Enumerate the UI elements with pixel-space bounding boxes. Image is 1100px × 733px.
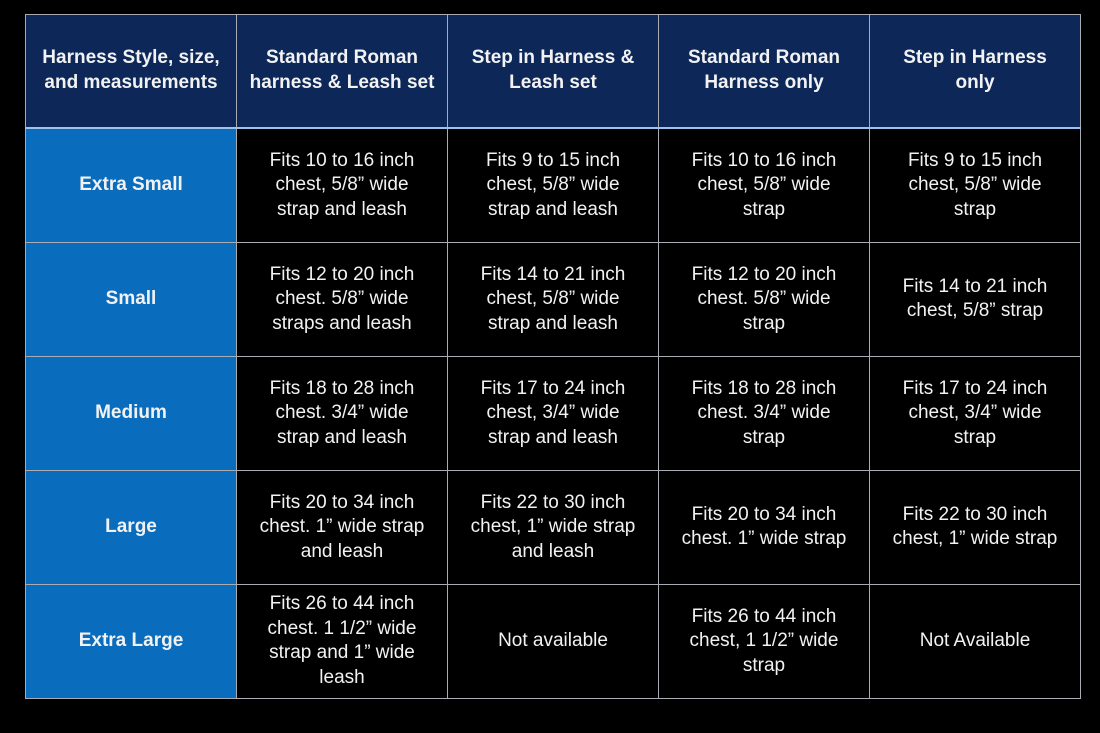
table-cell: Not available (447, 583, 659, 700)
table-row: Large Fits 20 to 34 inch chest. 1” wide … (25, 469, 1081, 585)
header-cell-roman-only: Standard Roman Harness only (658, 13, 870, 129)
size-label: Extra Large (25, 583, 237, 700)
harness-size-table: Harness Style, size, and measurements St… (25, 13, 1081, 700)
table-cell: Fits 12 to 20 inch chest. 5/8” wide stra… (236, 241, 448, 357)
table-cell: Fits 12 to 20 inch chest. 5/8” wide stra… (658, 241, 870, 357)
table-cell: Fits 26 to 44 inch chest, 1 1/2” wide st… (658, 583, 870, 700)
table-cell: Fits 10 to 16 inch chest, 5/8” wide stra… (658, 127, 870, 243)
size-label: Medium (25, 355, 237, 471)
size-label: Small (25, 241, 237, 357)
table-cell: Fits 18 to 28 inch chest. 3/4” wide stra… (236, 355, 448, 471)
table-cell: Fits 17 to 24 inch chest, 3/4” wide stra… (447, 355, 659, 471)
table-cell: Fits 26 to 44 inch chest. 1 1/2” wide st… (236, 583, 448, 700)
table-row: Medium Fits 18 to 28 inch chest. 3/4” wi… (25, 355, 1081, 471)
header-cell-style: Harness Style, size, and measurements (25, 13, 237, 129)
table-cell: Fits 14 to 21 inch chest, 5/8” strap (869, 241, 1081, 357)
table-cell: Fits 22 to 30 inch chest, 1” wide strap … (447, 469, 659, 585)
table-cell: Fits 9 to 15 inch chest, 5/8” wide strap (869, 127, 1081, 243)
header-cell-step-in-only: Step in Harness only (869, 13, 1081, 129)
table-cell: Fits 18 to 28 inch chest. 3/4” wide stra… (658, 355, 870, 471)
table-row: Extra Small Fits 10 to 16 inch chest, 5/… (25, 127, 1081, 243)
table-cell: Fits 20 to 34 inch chest. 1” wide strap (658, 469, 870, 585)
table-cell: Fits 14 to 21 inch chest, 5/8” wide stra… (447, 241, 659, 357)
size-label: Large (25, 469, 237, 585)
size-label: Extra Small (25, 127, 237, 243)
header-cell-roman-set: Standard Roman harness & Leash set (236, 13, 448, 129)
table-row: Small Fits 12 to 20 inch chest. 5/8” wid… (25, 241, 1081, 357)
table-cell: Fits 9 to 15 inch chest, 5/8” wide strap… (447, 127, 659, 243)
header-row: Harness Style, size, and measurements St… (25, 13, 1081, 129)
table-cell: Not Available (869, 583, 1081, 700)
table-cell: Fits 10 to 16 inch chest, 5/8” wide stra… (236, 127, 448, 243)
table-row: Extra Large Fits 26 to 44 inch chest. 1 … (25, 583, 1081, 700)
table-cell: Fits 22 to 30 inch chest, 1” wide strap (869, 469, 1081, 585)
table-cell: Fits 20 to 34 inch chest. 1” wide strap … (236, 469, 448, 585)
header-cell-step-in-set: Step in Harness & Leash set (447, 13, 659, 129)
table-cell: Fits 17 to 24 inch chest, 3/4” wide stra… (869, 355, 1081, 471)
